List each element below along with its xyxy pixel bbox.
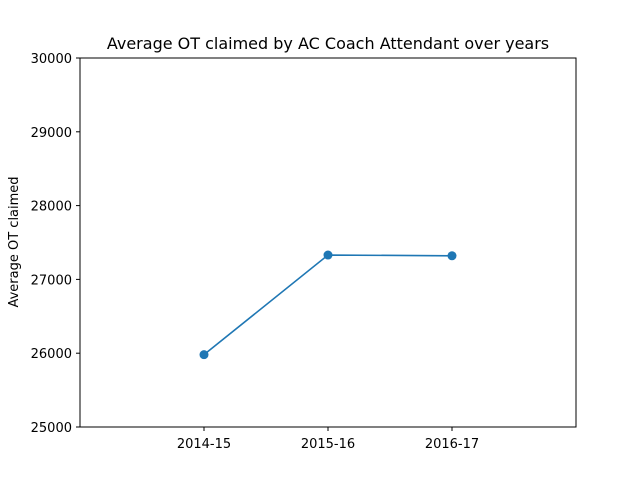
y-tick-label: 25000	[31, 421, 72, 436]
y-tick-label: 30000	[31, 52, 72, 67]
y-tick-label: 28000	[31, 200, 72, 215]
axes-frame	[79, 57, 577, 428]
x-tick-label: 2014-15	[177, 437, 231, 452]
plot-area: 25000 26000 27000 28000 29000 30000 2014-15 201…	[31, 52, 480, 452]
data-point	[323, 250, 333, 260]
y-tick-label: 27000	[31, 273, 72, 288]
x-tick-label: 2016-17	[425, 437, 479, 452]
x-tick-label: 2015-16	[301, 437, 355, 452]
data-point	[199, 350, 209, 360]
y-tick-label: 26000	[31, 347, 72, 362]
y-tick-label: 29000	[31, 126, 72, 141]
data-point	[447, 251, 457, 261]
y-axis-label: Average OT claimed	[7, 176, 22, 307]
chart-title: Average OT claimed by AC Coach Attendant…	[107, 34, 549, 53]
